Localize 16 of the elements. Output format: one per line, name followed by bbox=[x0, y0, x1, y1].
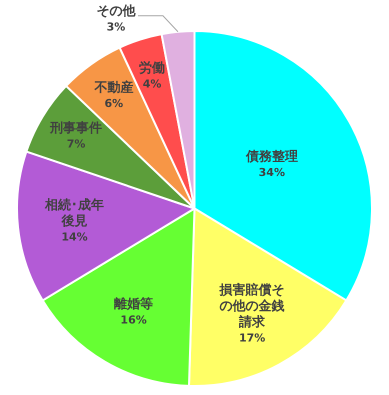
slice-label: その他 bbox=[96, 4, 136, 20]
data-label: 3% bbox=[106, 20, 126, 34]
data-label: 4% bbox=[142, 78, 162, 91]
data-label: 14% bbox=[61, 230, 88, 244]
slice-label: 労働 bbox=[139, 60, 166, 76]
slice-label: 離婚等 bbox=[113, 297, 154, 312]
data-label: 6% bbox=[104, 96, 124, 110]
slice-label: 不動産 bbox=[93, 79, 134, 96]
data-label: 7% bbox=[66, 138, 86, 151]
slice-label: 債務整理 bbox=[244, 149, 298, 164]
slice-label: 刑事事件 bbox=[49, 121, 102, 136]
data-label: 17% bbox=[238, 331, 266, 344]
slice-label: 相続･成年後見 bbox=[44, 198, 104, 229]
data-label: 34% bbox=[258, 166, 285, 179]
data-label: 16% bbox=[120, 314, 147, 327]
slice-label: 損害賠償その他の金銭請求 bbox=[218, 282, 285, 330]
